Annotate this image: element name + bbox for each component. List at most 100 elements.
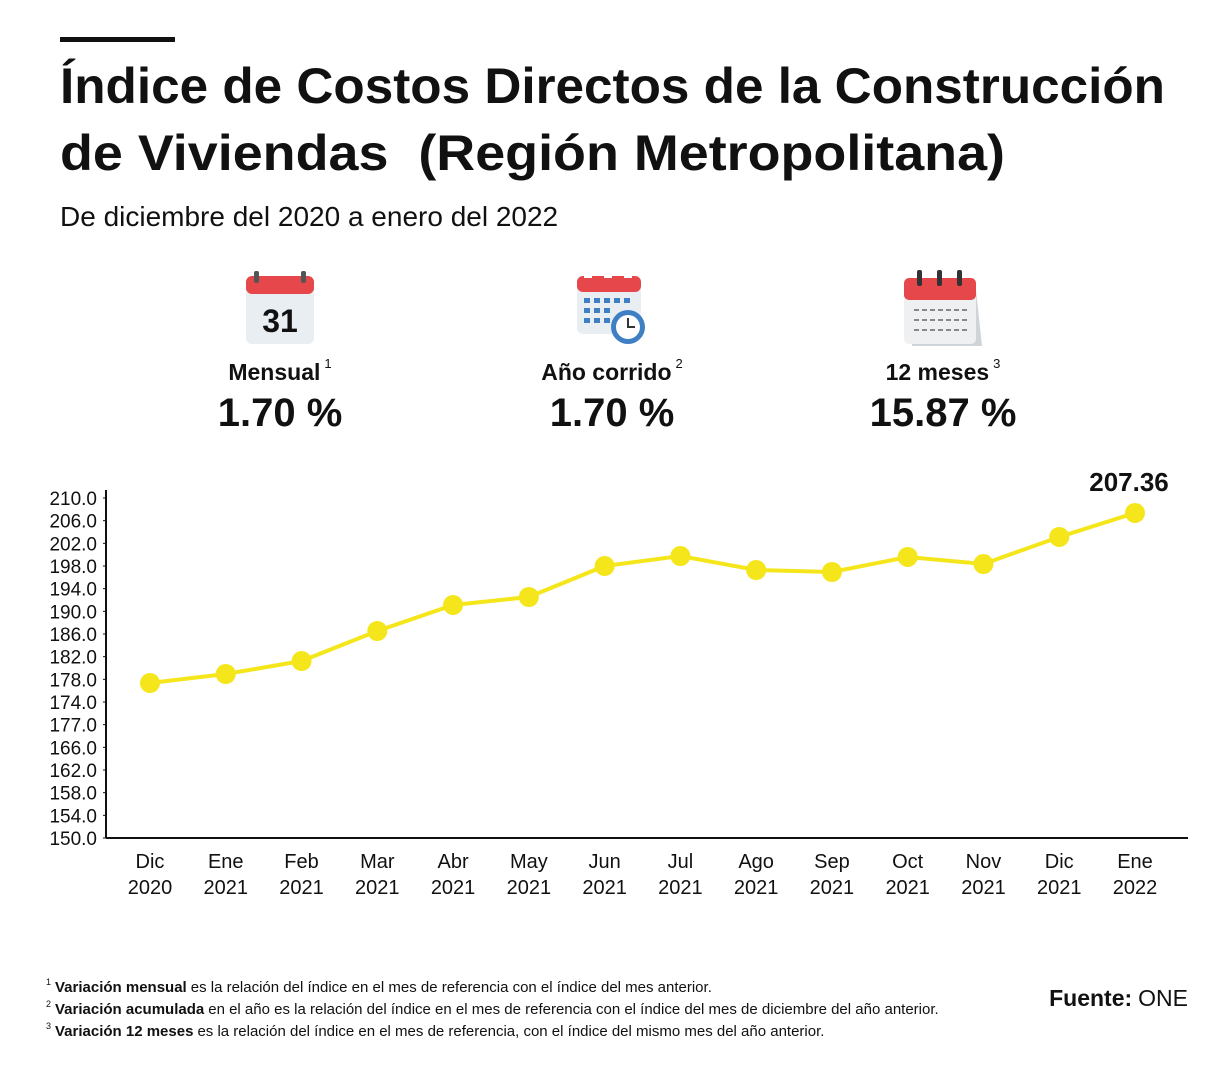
point: [140, 673, 160, 694]
stat-value: 1.70 %: [218, 391, 343, 435]
y-tick-label: 162.0: [49, 761, 97, 782]
x-tick-label: 2021: [810, 877, 855, 899]
y-tick-label: 158.0: [49, 784, 97, 805]
stat-note: 1: [324, 356, 331, 371]
point: [367, 620, 388, 641]
point: [973, 554, 994, 575]
x-tick-label: May: [510, 851, 548, 873]
x-tick-label: Feb: [284, 851, 318, 873]
y-tick-label: 210.0: [49, 489, 97, 510]
source-value: ONE: [1138, 985, 1188, 1011]
calendar-grid-icon: [904, 270, 982, 346]
footnotes: 1 Variación mensual es la relación del índ…: [46, 977, 939, 1040]
x-tick-label: Oct: [892, 851, 924, 873]
point: [291, 651, 312, 672]
y-tick-label: 186.0: [49, 625, 97, 646]
x-tick-label: 2020: [128, 877, 173, 899]
x-tick-label: 2021: [885, 877, 930, 899]
x-tick-label: 2021: [507, 877, 552, 899]
y-tick-label: 178.0: [49, 670, 97, 691]
source: Fuente: ONE: [1049, 985, 1188, 1011]
x-tick-label: Nov: [966, 851, 1002, 873]
source-label: Fuente:: [1049, 985, 1132, 1011]
x-tick-label: Mar: [360, 851, 395, 873]
footnote-marker: 1: [46, 977, 51, 987]
footnote-text: en el año es la relación del índice en e…: [208, 1001, 938, 1018]
stats: Mensual 1 1.70 % Año corrido 2 1.70 % 12 meses…: [218, 356, 1017, 435]
point: [215, 664, 236, 685]
y-tick-label: 154.0: [49, 806, 97, 827]
y-tick-label: 182.0: [49, 648, 97, 669]
x-tick-label: Dic: [136, 851, 165, 873]
x-tick-label: Jul: [668, 851, 694, 873]
line: [149, 511, 1136, 686]
chart: 150.0154.0158.0162.0166.0177.0174.0178.0…: [49, 467, 1188, 899]
x-tick-label: 2021: [734, 877, 779, 899]
y-tick-label: 190.0: [49, 602, 97, 623]
x-tick-label: 2021: [1037, 877, 1082, 899]
stat-label: 12 meses 3: [886, 356, 1001, 385]
y-tick-label: 177.0: [49, 716, 97, 737]
footnote-text: es la relación del índice en el mes de r…: [191, 979, 712, 996]
x-tick-label: 2021: [279, 877, 324, 899]
x-tick-label: Ene: [208, 851, 244, 873]
stat-value: 15.87 %: [870, 391, 1017, 435]
point: [1049, 526, 1070, 547]
point: [443, 594, 464, 615]
calendar-clock-icon: [577, 272, 645, 344]
x-tick-label: 2021: [961, 877, 1006, 899]
stat-label: Mensual 1: [228, 356, 331, 385]
x-tick-label: 2021: [204, 877, 249, 899]
x-tick-label: 2022: [1113, 877, 1158, 899]
x-tick-label: Ago: [738, 851, 774, 873]
accent-bar: [60, 37, 175, 42]
stat-name: Mensual: [228, 359, 320, 385]
svg-text:31: 31: [262, 303, 298, 339]
x-tick-label: 2021: [658, 877, 703, 899]
footnote-marker: 3: [46, 1021, 51, 1031]
point: [594, 556, 615, 576]
title-line: Índice de Costos Directos de la Construc…: [60, 58, 1165, 114]
y-tick-label: 150.0: [49, 829, 97, 850]
point: [897, 546, 918, 567]
point: [1125, 502, 1145, 523]
x-tick-label: Abr: [438, 851, 469, 873]
footnote-bold: Variación acumulada: [55, 1001, 205, 1018]
stat-note: 2: [676, 356, 683, 371]
y-tick-label: 202.0: [49, 534, 97, 555]
point: [518, 586, 539, 607]
calendar-icon: 31: [246, 271, 314, 344]
y-tick-label: 206.0: [49, 512, 97, 533]
point: [821, 562, 842, 583]
y-tick-label: 198.0: [49, 557, 97, 578]
footnote-text: es la relación del índice en el mes de r…: [197, 1023, 824, 1040]
stat-name: Año corrido: [541, 359, 671, 385]
x-tick-label: Dic: [1045, 851, 1074, 873]
footnote: Variación 12 meses es la relación del índ…: [55, 1023, 824, 1040]
x-tick-label: 2021: [431, 877, 476, 899]
title-line: de Viviendas (Región Metropolitana): [60, 125, 1005, 181]
y-tick-label: 194.0: [49, 580, 97, 601]
footnote: Variación mensual es la relación del índi…: [55, 979, 712, 996]
x-tick-label: 2021: [355, 877, 400, 899]
x-tick-label: Sep: [814, 851, 850, 873]
x-tick-label: Jun: [588, 851, 620, 873]
stat-name: 12 meses: [886, 359, 990, 385]
y-tick-label: 166.0: [49, 738, 97, 759]
stat-value: 1.70 %: [550, 391, 675, 435]
footnote: Variación acumulada en el año es la relac…: [55, 1001, 939, 1018]
point: [746, 560, 767, 581]
subtitle: De diciembre del 2020 a enero del 2022: [60, 201, 558, 232]
data-label: 207.36: [1089, 467, 1169, 497]
footnote-bold: Variación mensual: [55, 979, 187, 996]
x-tick-label: 2021: [582, 877, 627, 899]
x-tick-label: Ene: [1117, 851, 1153, 873]
footnote-marker: 2: [46, 999, 51, 1009]
stat-label: Año corrido 2: [541, 356, 683, 385]
footnote-bold: Variación 12 meses: [55, 1023, 193, 1040]
stat-note: 3: [993, 356, 1000, 371]
y-tick-label: 174.0: [49, 693, 97, 714]
point: [670, 546, 691, 567]
